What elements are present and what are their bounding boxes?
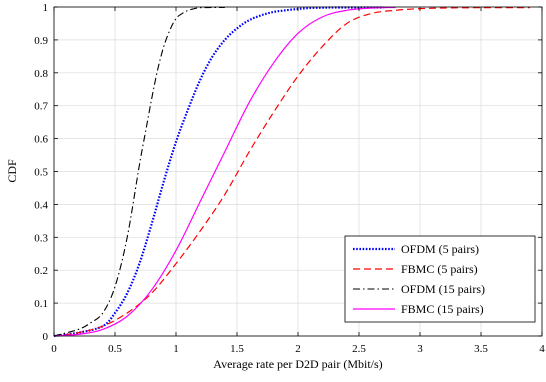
y-tick-label: 0.5 — [34, 167, 48, 179]
y-tick-label: 0.8 — [34, 68, 48, 80]
legend-label-1: FBMC (5 pairs) — [401, 262, 478, 276]
legend: OFDM (5 pairs) FBMC (5 pairs) OFDM (15 pai… — [344, 235, 536, 323]
y-tick-label: 0.6 — [34, 134, 48, 146]
axis-ticks: 0 0.5 1 1.5 2 2.5 3 3.5 4 0 0.1 0.2 0.3 0.4 0.5 0.6 0.7 0… — [34, 2, 545, 355]
x-tick-label: 1.5 — [230, 343, 244, 355]
x-tick-label: 2 — [295, 343, 301, 355]
y-tick-label: 0.1 — [34, 298, 48, 310]
y-tick-label: 0.9 — [34, 35, 48, 47]
y-tick-label: 1 — [43, 2, 49, 14]
series-line-3 — [53, 6, 396, 337]
legend-box — [344, 235, 536, 323]
y-tick-label: 0.2 — [34, 265, 48, 277]
x-tick-label: 4 — [539, 343, 545, 355]
y-tick-label: 0.4 — [34, 199, 48, 211]
legend-label-0: OFDM (5 pairs) — [401, 242, 479, 256]
y-tick-label: 0.7 — [34, 101, 48, 113]
x-tick-label: 0 — [51, 343, 57, 355]
y-axis-label: CDF — [5, 159, 19, 183]
x-axis-label: Average rate per D2D pair (Mbit/s) — [213, 357, 382, 371]
x-tick-label: 3.5 — [474, 343, 488, 355]
legend-label-3: FBMC (15 pairs) — [401, 302, 484, 316]
y-tick-label: 0.3 — [34, 232, 48, 244]
series-line-2 — [53, 6, 225, 337]
x-tick-label: 2.5 — [352, 343, 366, 355]
x-tick-label: 1 — [173, 343, 179, 355]
y-tick-label: 0 — [43, 331, 49, 343]
legend-label-2: OFDM (15 pairs) — [401, 282, 485, 296]
x-tick-label: 3 — [417, 343, 423, 355]
x-tick-label: 0.5 — [108, 343, 122, 355]
